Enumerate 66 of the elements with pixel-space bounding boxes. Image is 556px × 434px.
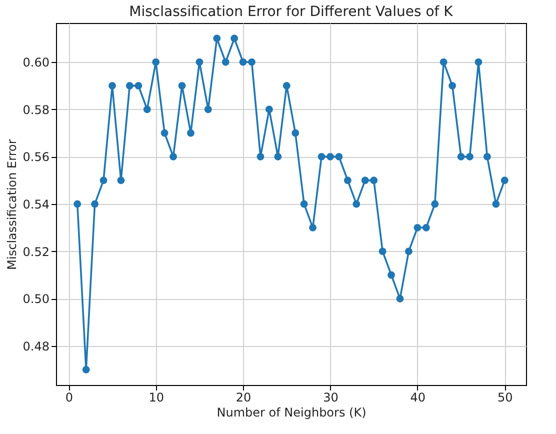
point [256, 152, 264, 160]
point [318, 152, 326, 160]
point [457, 152, 465, 160]
point [143, 106, 151, 114]
y-axis-title: Misclassification Error [4, 139, 19, 270]
point [335, 152, 343, 160]
point [230, 34, 238, 42]
point [152, 58, 160, 66]
point [344, 176, 352, 184]
point [388, 271, 395, 279]
x-tick-label: 50 [497, 390, 513, 404]
point [352, 200, 360, 208]
point [370, 176, 378, 184]
point [108, 82, 116, 90]
point [274, 152, 282, 160]
point [100, 176, 108, 184]
point [483, 152, 491, 160]
point [213, 34, 221, 42]
point [405, 248, 412, 256]
point [396, 294, 404, 302]
point [74, 200, 82, 208]
x-tick-label: 10 [148, 390, 164, 404]
x-tick-label: 20 [236, 390, 252, 404]
point [187, 129, 194, 137]
point [196, 58, 204, 66]
point [117, 176, 125, 184]
point [248, 58, 256, 66]
y-tick-label: 0.60 [22, 56, 50, 70]
point [378, 248, 386, 256]
point [134, 82, 142, 90]
point [440, 58, 448, 66]
point [326, 152, 334, 160]
point [431, 200, 439, 208]
point [309, 224, 317, 232]
point [500, 176, 508, 184]
point [82, 366, 90, 374]
point [160, 129, 168, 137]
y-tick-label: 0.52 [22, 244, 50, 259]
point [178, 82, 186, 90]
point [474, 58, 482, 66]
point [492, 200, 500, 208]
point [204, 106, 212, 114]
point [282, 82, 290, 90]
point [239, 58, 247, 66]
point [170, 152, 177, 160]
y-tick-label: 0.58 [22, 102, 50, 117]
point [91, 200, 99, 208]
x-tick-label: 40 [410, 390, 426, 404]
y-tick-label: 0.56 [22, 150, 50, 164]
point [126, 82, 134, 90]
point [466, 152, 474, 160]
point [265, 106, 273, 114]
point [300, 200, 308, 208]
x-tick-label: 0 [65, 390, 73, 404]
point [448, 82, 456, 90]
y-tick-label: 0.48 [22, 339, 50, 354]
point [222, 58, 230, 66]
point [414, 224, 422, 232]
chart-title: Misclassification Error for Different Values of K [129, 4, 454, 20]
y-tick-label: 0.54 [22, 198, 50, 212]
y-tick-label: 0.50 [22, 292, 50, 306]
point [361, 176, 369, 184]
x-axis-title: Number of Neighbors (K) [216, 406, 366, 420]
point [292, 129, 300, 137]
point [422, 224, 430, 232]
x-tick-label: 30 [323, 390, 338, 404]
